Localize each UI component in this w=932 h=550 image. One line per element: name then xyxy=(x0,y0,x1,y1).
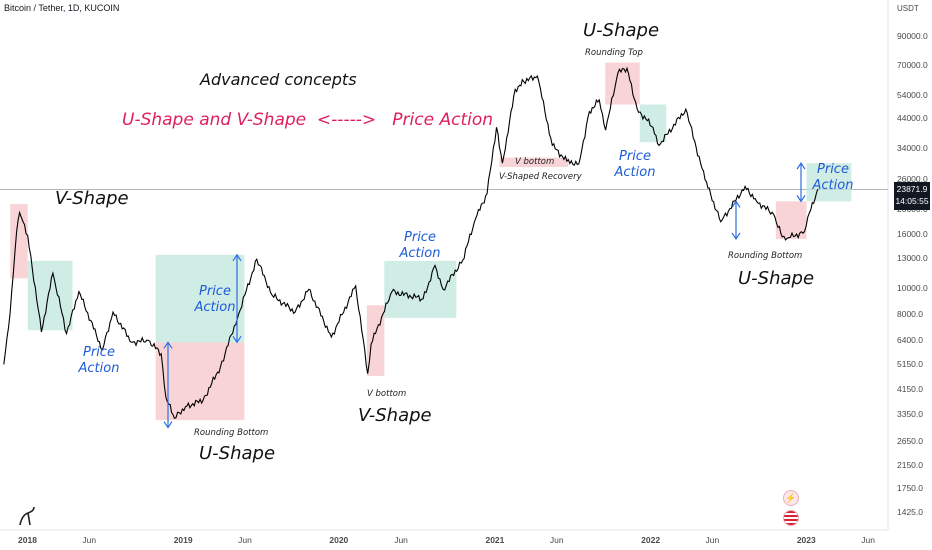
action-zone-5 xyxy=(384,260,457,318)
u-shape-top-label: U-Shape xyxy=(583,20,660,41)
arrow-2022-head-down xyxy=(731,232,741,241)
action-zone-1 xyxy=(27,260,73,331)
y-axis-unit: USDT xyxy=(897,4,919,13)
rounding-bottom-label-1: Rounding Bottom xyxy=(194,428,269,438)
x-tick-label: Jun xyxy=(705,535,720,545)
arrow-2023-head-up xyxy=(796,162,806,170)
y-tick-label: 1750.0 xyxy=(897,483,923,494)
current-price-badge: 23871.9 14:05:55 xyxy=(894,182,930,210)
u-shape-label-2: U-Shape xyxy=(738,268,815,289)
y-tick-label: 44000.0 xyxy=(897,113,928,124)
price-action-label-2: Price Action xyxy=(194,284,236,315)
y-tick-label: 5150.0 xyxy=(897,359,923,370)
arrow-2018-head-down xyxy=(163,421,173,429)
y-tick-label: 90000.0 xyxy=(897,31,928,41)
y-tick-label: 2150.0 xyxy=(897,459,923,470)
y-tick-label: 13000.0 xyxy=(897,253,928,264)
arrow-2023-head-down xyxy=(796,195,806,203)
symbol-title: Bitcoin / Tether, 1D, KUCOIN xyxy=(4,3,120,13)
candle-countdown: 14:05:55 xyxy=(895,196,929,206)
arrow-2019-head-up xyxy=(232,253,242,262)
price-action-label-3: Price Action xyxy=(399,230,441,261)
v-shape-label-1: V-Shape xyxy=(55,188,129,209)
x-tick-label: Jun xyxy=(238,535,252,545)
y-tick-label: 26000.0 xyxy=(897,173,928,184)
action-zone-2 xyxy=(155,254,245,343)
y-tick-label: 54000.0 xyxy=(897,89,928,100)
arrow-2018-head-up xyxy=(163,341,173,349)
price-action-label-4: Price Action xyxy=(614,149,656,180)
rounding-top-label: Rounding Top xyxy=(585,48,643,58)
x-tick-label: 2023 xyxy=(796,535,816,545)
y-tick-label: 10000.0 xyxy=(897,283,928,294)
x-tick-label: 2020 xyxy=(329,535,349,545)
us-flag-icon[interactable] xyxy=(783,510,799,526)
action-zone-8 xyxy=(639,104,667,143)
pattern-zone-6 xyxy=(499,157,569,168)
flash-icon[interactable]: ⚡ xyxy=(783,490,799,506)
advanced-concepts-title: Advanced concepts xyxy=(200,70,357,89)
current-price: 23871.9 xyxy=(896,184,928,194)
price-action-label-1: Price Action xyxy=(78,345,120,376)
v-shape-label-2: V-Shape xyxy=(358,405,432,426)
x-tick-label: Jun xyxy=(549,535,564,545)
x-tick-label: 2019 xyxy=(173,535,193,545)
y-tick-label: 8000.0 xyxy=(897,308,923,319)
x-tick-label: 2022 xyxy=(641,535,661,545)
arrow-2022-head-up xyxy=(731,200,741,208)
x-tick-label: 2018 xyxy=(18,535,37,545)
y-tick-label: 4150.0 xyxy=(897,384,923,395)
y-tick-label: 3350.0 xyxy=(897,408,923,419)
x-tick-label: Jun xyxy=(82,535,97,545)
x-tick-label: Jun xyxy=(861,535,875,545)
headline-annotation: U-Shape and V-Shape <-----> Price Action xyxy=(122,110,494,130)
tradingview-logo-icon xyxy=(16,505,38,527)
y-tick-label: 1425.0 xyxy=(897,507,923,517)
v-shaped-recovery-label: V-Shaped Recovery xyxy=(499,172,582,182)
y-tick-label: 6400.0 xyxy=(897,334,923,345)
price-line xyxy=(3,66,819,420)
y-tick-label: 16000.0 xyxy=(897,229,928,240)
action-zone-10 xyxy=(806,163,852,202)
u-shape-label-1: U-Shape xyxy=(199,443,276,464)
x-tick-label: Jun xyxy=(394,535,408,545)
v-bottom-label-2: V bottom xyxy=(515,157,555,167)
price-action-label-5: Price Action xyxy=(812,162,854,193)
rounding-bottom-label-2: Rounding Bottom xyxy=(728,251,803,261)
y-tick-label: 70000.0 xyxy=(897,59,928,70)
pattern-zone-3 xyxy=(155,342,245,421)
x-tick-label: 2021 xyxy=(485,535,505,545)
arrow-2019-head-down xyxy=(232,336,242,344)
v-bottom-label-1: V bottom xyxy=(367,389,407,399)
y-tick-label: 34000.0 xyxy=(897,142,928,153)
y-tick-label: 2650.0 xyxy=(897,435,923,446)
